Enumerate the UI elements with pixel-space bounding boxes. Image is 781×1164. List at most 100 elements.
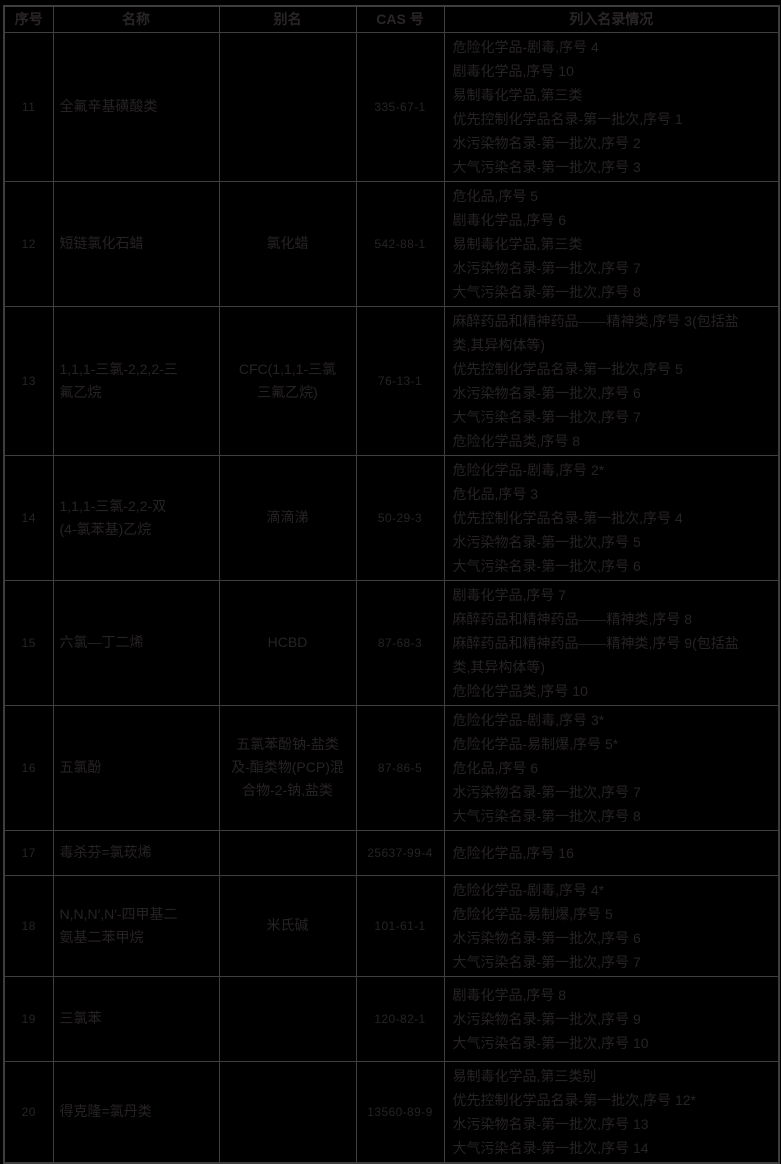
- text-line: 滴滴涕: [266, 509, 309, 525]
- text-line: 麻醉药品和精神药品——精神类,序号 3(包括盐: [452, 312, 739, 329]
- cell-cas-number: 76-13-1: [355, 305, 445, 456]
- text-line: 类,其异构体等): [452, 658, 546, 675]
- text-line: 水污染物名录-第一批次,序号 9: [452, 1010, 641, 1027]
- cell-serial-number: 11: [3, 31, 54, 182]
- table-row: 13 1,1,1-三氯-2,2,2-三 氟乙烷 CFC(1,1,1-三氯 三氟乙烷) 76…: [3, 305, 780, 456]
- text-line: 危险化学品-剧毒,序号 3*: [452, 711, 605, 728]
- cell-cas-number: 101-61-1: [355, 874, 445, 977]
- text-line: 87-68-3: [377, 635, 423, 650]
- text-line: 335-67-1: [374, 99, 426, 114]
- cell-serial-number: 16: [3, 704, 54, 831]
- text-line: 米氏碱: [266, 917, 309, 933]
- text-line: 氟乙烷: [59, 383, 102, 400]
- cell-listing-status: 易制毒化学品,第三类别 优先控制化学品名录-第一批次,序号 12* 水污染物名录-第…: [443, 1060, 780, 1163]
- cell-cas-number: 25637-99-4: [355, 829, 445, 876]
- text-line: 大气污染名录-第一批次,序号 10: [452, 1034, 649, 1051]
- text-line: 大气污染名录-第一批次,序号 7: [452, 953, 641, 970]
- cell-alias: CFC(1,1,1-三氯 三氟乙烷): [218, 305, 357, 456]
- cell-serial-number: 17: [3, 829, 54, 876]
- cell-alias: [218, 1060, 357, 1163]
- text-line: 大气污染名录-第一批次,序号 8: [452, 283, 641, 300]
- cell-cas-number: 13560-89-9: [355, 1060, 445, 1163]
- table-row: 18 N,N,N′,N′-四甲基二 氨基二苯甲烷 米氏碱 101-61-1 危险化学品-剧…: [3, 874, 780, 977]
- cell-listing-status: 麻醉药品和精神药品——精神类,序号 3(包括盐 类,其异构体等) 优先控制化学品名录…: [443, 305, 780, 456]
- text-line: 剧毒化学品,序号 7: [452, 586, 567, 603]
- text-line: 76-13-1: [377, 373, 423, 388]
- text-line: CFC(1,1,1-三氯: [238, 360, 337, 377]
- text-line: 危险化学品类,序号 8: [452, 432, 581, 449]
- text-line: 危险化学品-易制爆,序号 5: [452, 905, 613, 922]
- cell-listing-status: 危险化学品-剧毒,序号 4 剧毒化学品,序号 10 易制毒化学品,第三类 优先控制化学…: [443, 31, 780, 182]
- text-line: 优先控制化学品名录-第一批次,序号 4: [452, 509, 683, 526]
- cell-listing-status: 危化品,序号 5 剧毒化学品,序号 6 易制毒化学品,第三类水污染物名录-第一批次,…: [443, 180, 780, 307]
- cell-name: 得克隆=氯丹类: [52, 1060, 220, 1163]
- text-line: 水污染物名录-第一批次,序号 6: [452, 384, 641, 401]
- text-line: 18: [21, 918, 36, 933]
- text-line: 全氟辛基磺酸类: [59, 98, 158, 114]
- text-line: 麻醉药品和精神药品——精神类,序号 8: [452, 610, 693, 627]
- text-line: N,N,N′,N′-四甲基二: [59, 905, 178, 922]
- text-line: 类,其异构体等): [452, 336, 546, 353]
- cell-serial-number: 20: [3, 1060, 54, 1163]
- text-line: 大气污染名录-第一批次,序号 6: [452, 557, 641, 574]
- text-line: 三氟乙烷): [257, 383, 318, 400]
- table-row: 11 全氟辛基磺酸类 335-67-1 危险化学品-剧毒,序号 4 剧毒化学品,序号 1…: [3, 31, 780, 182]
- cell-alias: 滴滴涕: [218, 454, 357, 581]
- text-line: 剧毒化学品,序号 8: [452, 986, 567, 1003]
- cell-listing-status: 危险化学品-剧毒,序号 3* 危险化学品-易制爆,序号 5* 危化品,序号 6 水污染…: [443, 704, 780, 831]
- cell-name: 三氯苯: [52, 975, 220, 1062]
- cell-listing-status: 危险化学品-剧毒,序号 4* 危险化学品-易制爆,序号 5 水污染物名录-第一批次,…: [443, 874, 780, 977]
- text-line: 水污染物名录-第一批次,序号 13: [452, 1115, 649, 1132]
- table-row: 15 六氯—丁二烯 HCBD 87-68-3 剧毒化学品,序号 7 麻醉药品和精神药品——…: [3, 579, 780, 706]
- cell-serial-number: 15: [3, 579, 54, 706]
- text-line: 五氯苯酚钠-盐类: [236, 736, 339, 752]
- cell-name: N,N,N′,N′-四甲基二 氨基二苯甲烷: [52, 874, 220, 977]
- cell-listing-status: 剧毒化学品,序号 8 水污染物名录-第一批次,序号 9 大气污染名录-第一批次,序号…: [443, 975, 780, 1062]
- cell-alias: [218, 829, 357, 876]
- header-listing-status: 列入名录情况: [443, 5, 780, 33]
- text-line: 易制毒化学品,第三类: [452, 235, 583, 252]
- cell-alias: 五氯苯酚钠-盐类 及-酯类物(PCP)混 合物-2-钠,盐类: [218, 704, 357, 831]
- text-line: 大气污染名录-第一批次,序号 3: [452, 158, 641, 175]
- cell-name: 全氟辛基磺酸类: [52, 31, 220, 182]
- text-line: 危险化学品-易制爆,序号 5*: [452, 735, 619, 752]
- cell-cas-number: 87-86-5: [355, 704, 445, 831]
- text-line: 危险化学品-剧毒,序号 2*: [452, 461, 605, 478]
- text-line: 六氯—丁二烯: [59, 634, 144, 650]
- table-row: 19 三氯苯 120-82-1 剧毒化学品,序号 8 水污染物名录-第一批次,序号 9 大…: [3, 975, 780, 1062]
- text-line: 得克隆=氯丹类: [59, 1103, 152, 1119]
- text-line: 危化品,序号 5: [452, 187, 539, 204]
- table-row: 20 得克隆=氯丹类 13560-89-9 易制毒化学品,第三类别 优先控制化学品名录-…: [3, 1060, 780, 1163]
- cell-alias: HCBD: [218, 579, 357, 706]
- cell-alias: 氯化蜡: [218, 180, 357, 307]
- text-line: 14: [21, 510, 36, 525]
- cell-serial-number: 13: [3, 305, 54, 456]
- text-line: 剧毒化学品,序号 6: [452, 211, 567, 228]
- text-line: 剧毒化学品,序号 10: [452, 62, 574, 79]
- text-line: 易制毒化学品,第三类: [452, 86, 583, 103]
- text-line: 及-酯类物(PCP)混: [231, 759, 344, 775]
- cell-cas-number: 87-68-3: [355, 579, 445, 706]
- text-line: 大气污染名录-第一批次,序号 14: [452, 1139, 649, 1156]
- chemical-catalog-table: 序号 名称 别名 CAS 号 列入名录情况 11 全氟辛基磺酸类 335-67-1 危…: [3, 5, 780, 1164]
- text-line: 25637-99-4: [367, 845, 433, 860]
- table-row: 16 五氯酚 五氯苯酚钠-盐类 及-酯类物(PCP)混 合物-2-钠,盐类 87-86-5…: [3, 704, 780, 831]
- text-line: 危化品,序号 6: [452, 759, 539, 776]
- cell-name: 五氯酚: [52, 704, 220, 831]
- cell-alias: 米氏碱: [218, 874, 357, 977]
- text-line: 危险化学品类,序号 10: [452, 682, 588, 699]
- cell-cas-number: 542-88-1: [355, 180, 445, 307]
- cell-serial-number: 14: [3, 454, 54, 581]
- text-line: 13: [21, 373, 36, 388]
- header-alias: 别名: [218, 5, 357, 33]
- cell-serial-number: 19: [3, 975, 54, 1062]
- text-line: 氯化蜡: [266, 235, 309, 251]
- header-cas-number: CAS 号: [355, 5, 445, 33]
- text-line: 50-29-3: [377, 510, 423, 525]
- text-line: 合物-2-钠,盐类: [242, 782, 333, 798]
- text-line: 水污染物名录-第一批次,序号 6: [452, 929, 641, 946]
- cell-name: 短链氯化石蜡: [52, 180, 220, 307]
- text-line: 水污染物名录-第一批次,序号 7: [452, 259, 641, 276]
- text-line: 87-86-5: [377, 760, 423, 775]
- text-line: 1,1,1-三氯-2,2-双: [59, 497, 167, 514]
